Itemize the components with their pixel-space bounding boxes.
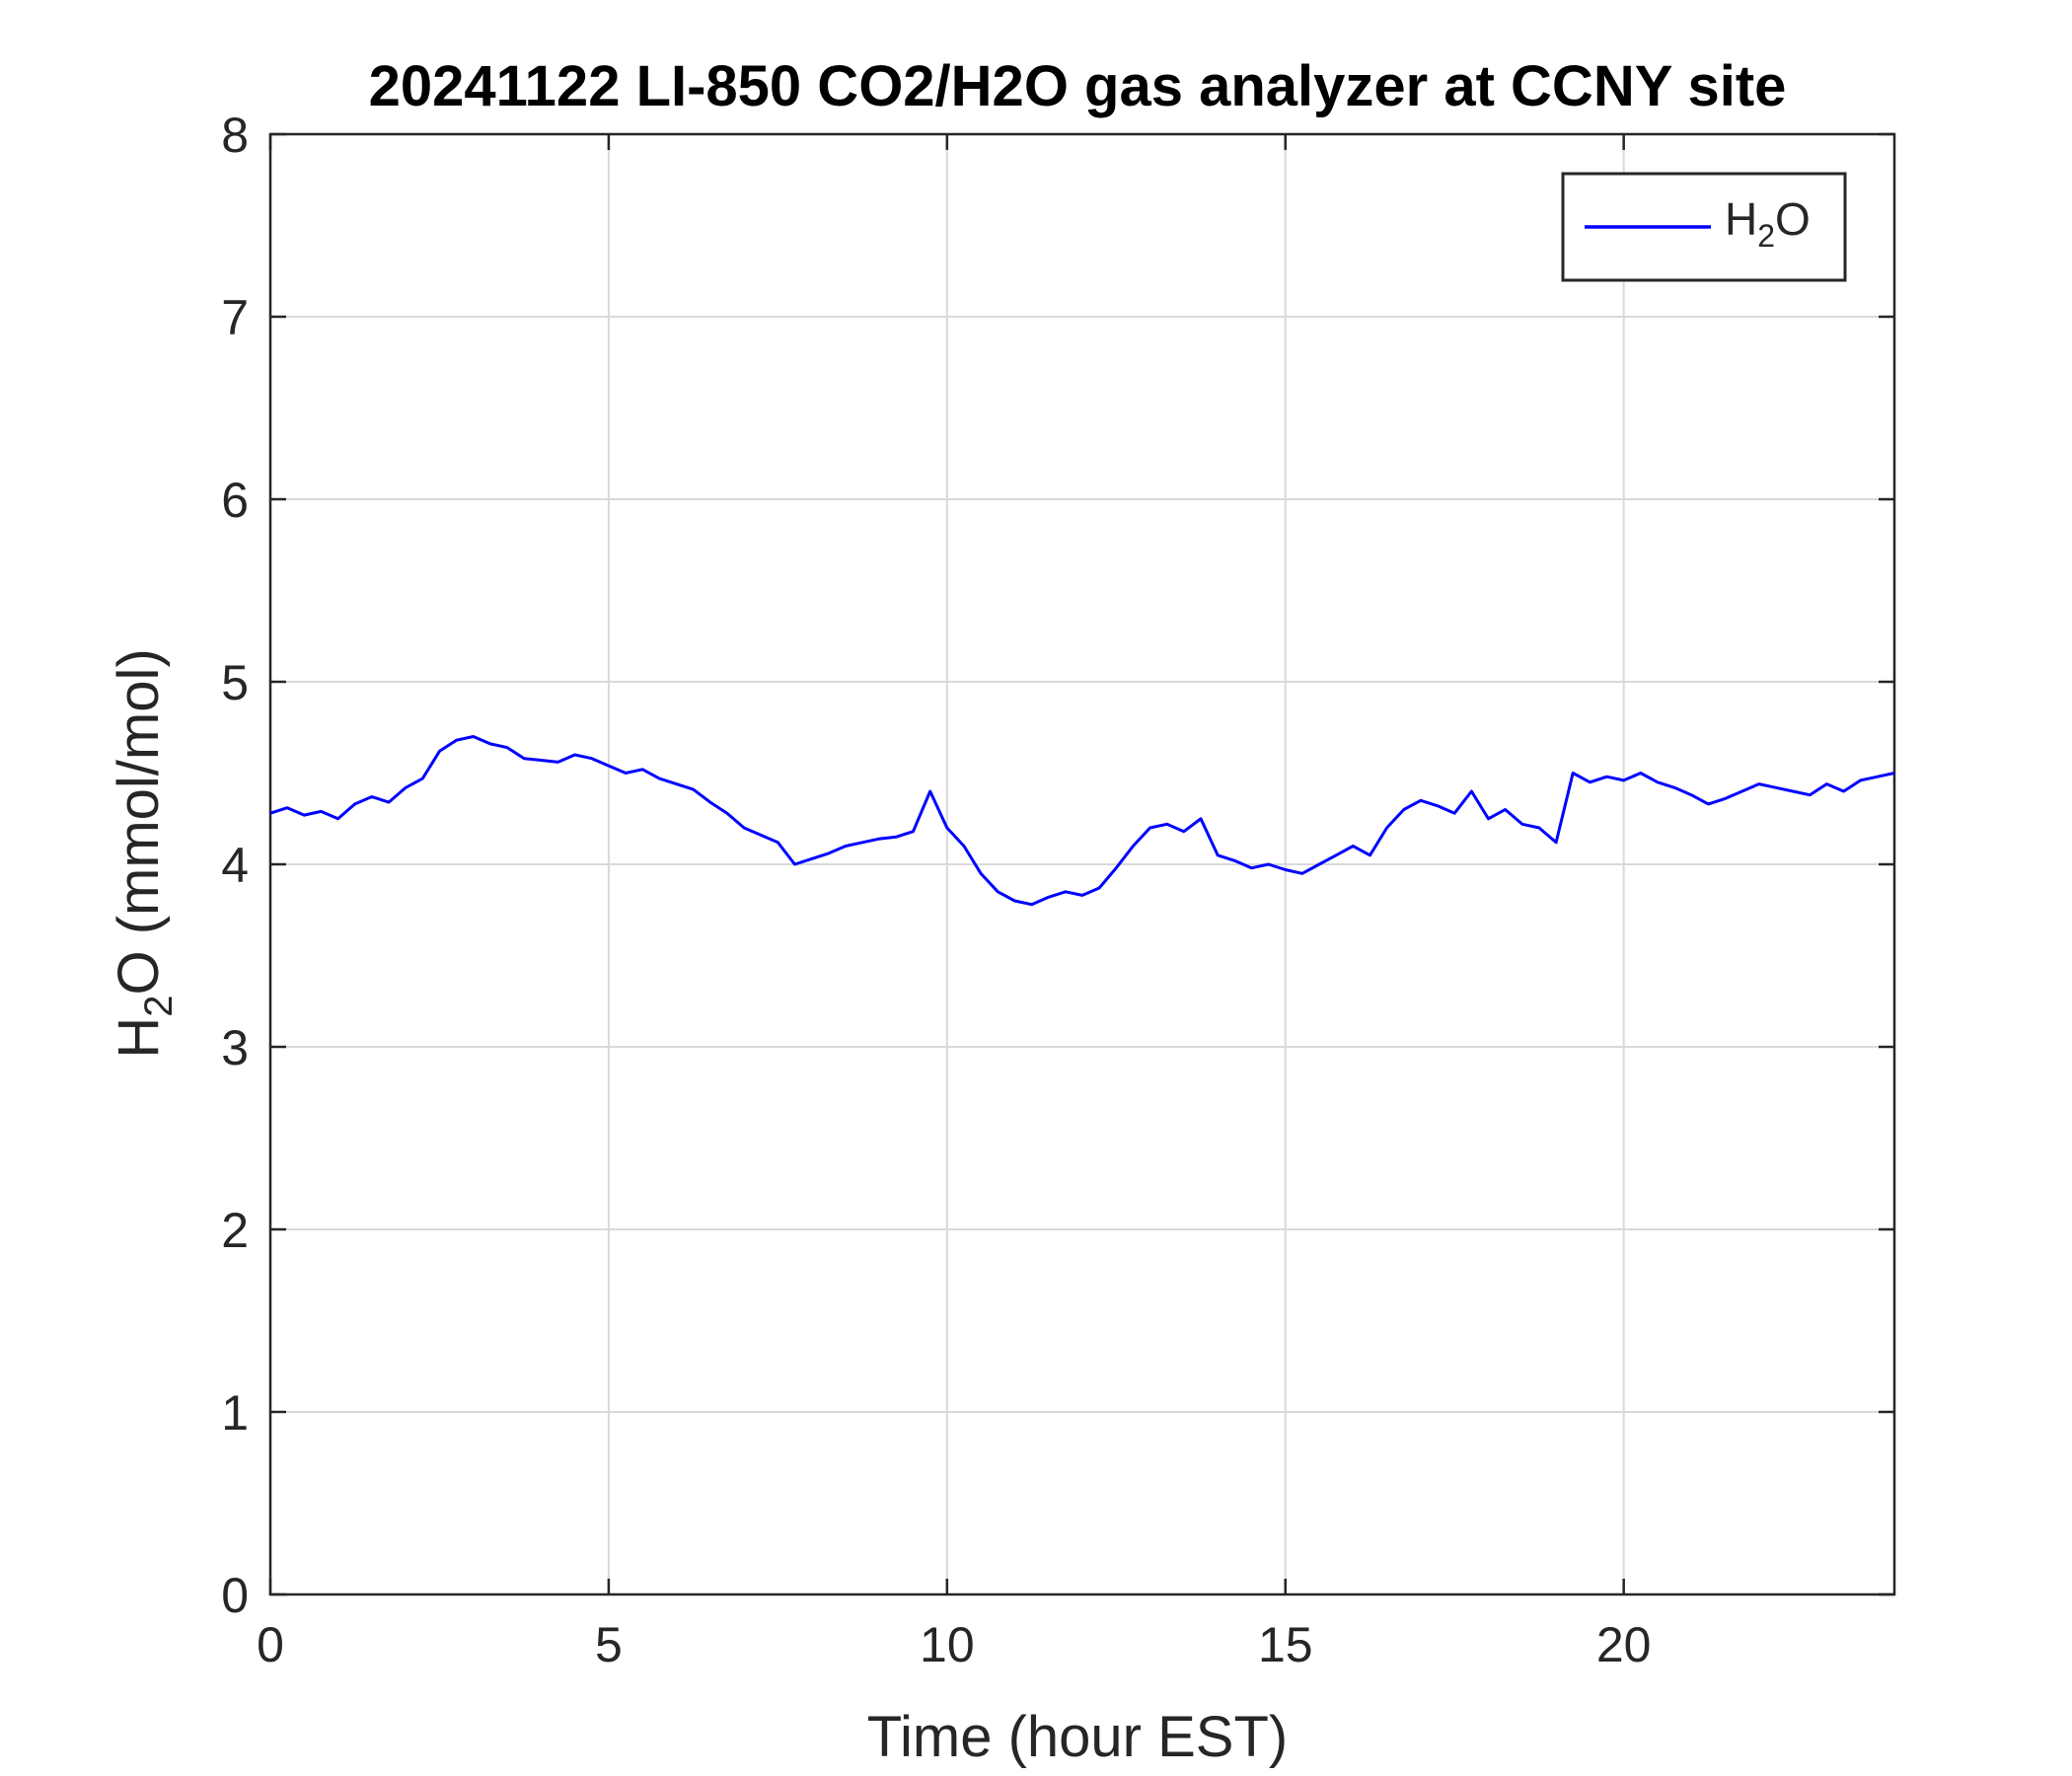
y-tick-label: 6: [221, 473, 249, 528]
series-layer: [269, 735, 1895, 907]
legend-label-h2o: H2O: [1725, 193, 1811, 254]
y-axis-label-prefix: H: [107, 1017, 171, 1059]
y-tick-label: 0: [221, 1568, 249, 1623]
legend-label-prefix: H: [1725, 193, 1757, 245]
y-tick-label: 1: [221, 1385, 249, 1441]
series-line-h2o: [269, 735, 1895, 907]
y-axis-label-subscript: 2: [137, 996, 181, 1017]
x-tick-label: 15: [1258, 1617, 1313, 1672]
y-tick-label: 7: [221, 290, 249, 345]
legend: H2O: [1561, 172, 1847, 282]
y-tick-label: 3: [221, 1020, 249, 1075]
x-tick-label: 20: [1596, 1617, 1652, 1672]
tick-marks: [268, 132, 1894, 1596]
legend-label-suffix: O: [1775, 193, 1811, 245]
y-axis-label: H2O (mmol/mol): [107, 648, 181, 1058]
y-tick-label: 5: [221, 655, 249, 710]
x-tick-label: 10: [920, 1617, 975, 1672]
x-axis-label: Time (hour EST): [867, 1705, 1288, 1769]
tick-labels: 0 5 10 15 20 0 1 2 3 4 5 6 7 8: [221, 108, 1651, 1672]
x-tick-label: 5: [595, 1617, 623, 1672]
y-tick-label: 2: [221, 1203, 249, 1258]
y-tick-label: 8: [221, 108, 249, 163]
chart-title: 20241122 LI-850 CO2/H2O gas analyzer at …: [369, 54, 1787, 118]
legend-label-subscript: 2: [1757, 218, 1775, 254]
y-axis-label-suffix: O (mmol/mol): [107, 648, 171, 995]
x-tick-label: 0: [257, 1617, 284, 1672]
y-tick-label: 4: [221, 838, 249, 893]
